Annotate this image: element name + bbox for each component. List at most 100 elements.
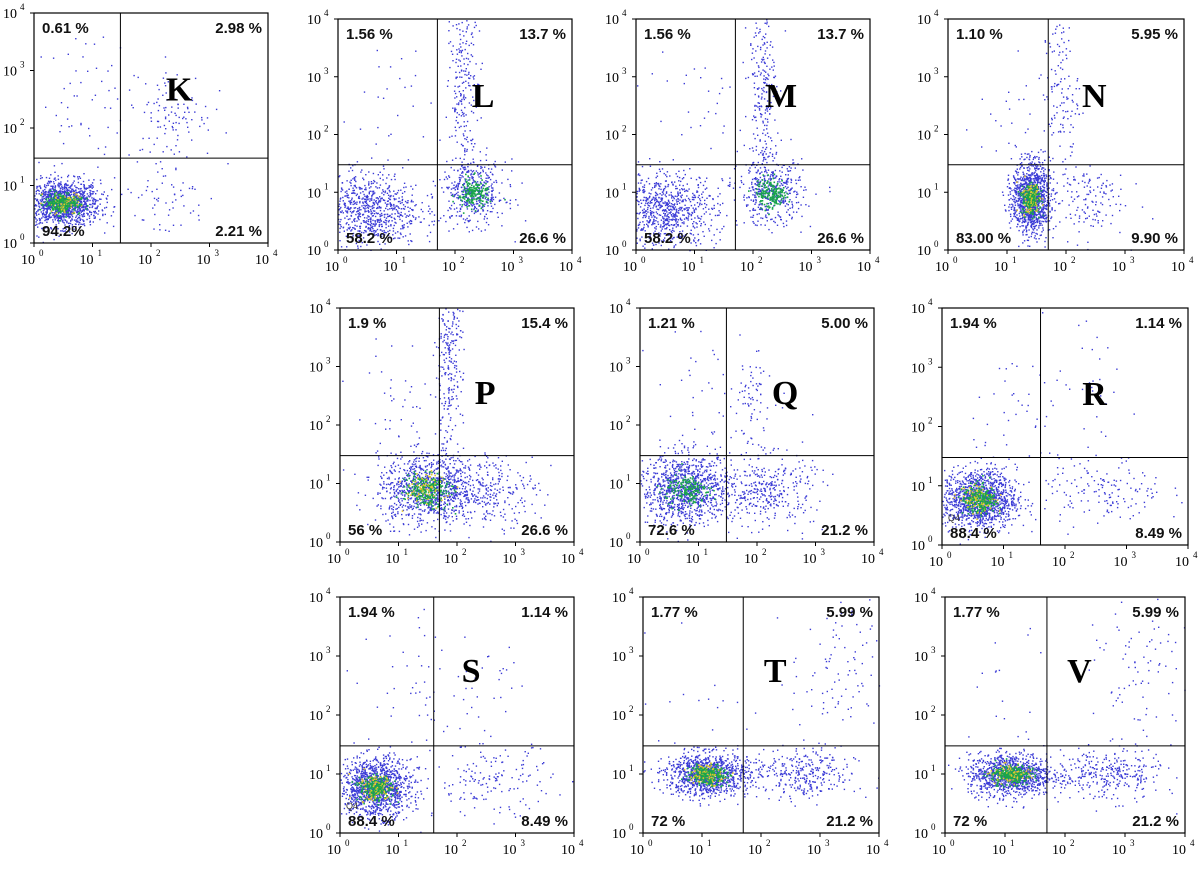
event-dot [367,198,369,200]
x-tick-label: 10 [857,260,871,275]
event-dot [186,121,188,124]
density-dot [46,200,49,203]
event-dot [787,177,790,180]
event-dot [453,187,456,189]
event-dot [429,213,431,215]
event-dot [348,208,350,211]
event-dot [795,196,797,198]
event-dot [164,109,166,111]
density-dot [780,189,783,192]
event-dot [347,206,349,208]
event-dot [344,204,346,206]
density-dot [504,198,506,201]
event-dot [76,95,78,97]
event-dot [667,199,670,201]
event-dot [367,223,369,225]
event-dot [45,202,48,204]
density-dot [86,204,89,207]
event-dot [76,221,78,223]
event-dot [763,182,765,184]
density-dot [472,195,474,198]
x-tick-exponent: 0 [39,248,44,258]
density-dot [766,205,768,208]
event-dot [660,188,662,191]
event-dot [753,189,755,191]
event-dot [95,193,97,195]
density-dot [773,200,775,203]
density-dot [49,204,52,207]
event-dot [42,229,44,231]
event-dot [761,150,763,152]
density-dot [45,198,48,200]
event-dot [658,232,660,234]
event-dot [772,172,774,174]
density-dot [58,203,60,205]
event-dot [83,203,86,206]
event-dot [754,196,756,199]
event-dot [766,216,768,219]
event-dot [59,217,61,219]
event-dot [164,56,167,58]
event-dot [753,116,756,119]
event-dot [359,215,362,218]
event-dot [428,205,430,207]
event-dot [147,101,150,104]
event-dot [768,178,770,180]
event-dot [188,111,190,113]
event-dot [699,204,701,206]
density-dot [71,212,74,215]
event-dot [664,228,666,230]
event-dot [361,241,363,244]
event-dot [75,38,77,40]
event-dot [754,188,757,190]
event-dot [690,242,692,244]
event-dot [674,206,677,208]
event-dot [367,220,370,223]
event-dot [772,192,775,194]
event-dot [377,174,379,176]
event-dot [697,184,699,186]
event-dot [377,221,379,223]
event-dot [688,207,690,209]
density-dot [458,196,461,199]
event-dot [365,174,367,176]
event-dot [771,171,773,173]
event-dot [459,43,461,45]
event-dot [357,217,359,220]
x-tick-label: 10 [682,260,696,275]
event-dot [462,133,465,135]
event-dot [1016,214,1018,216]
event-dot [167,81,169,83]
event-dot [367,219,370,221]
event-dot [165,202,167,204]
event-dot [399,77,401,80]
event-dot [407,226,409,228]
event-dot [480,177,482,180]
event-dot [168,230,170,232]
event-dot [666,223,668,226]
event-dot [38,223,40,225]
event-dot [156,101,158,104]
event-dot [89,189,91,192]
event-dot [445,220,447,223]
event-dot [494,160,496,163]
event-dot [524,220,527,222]
density-dot [57,194,60,196]
event-dot [699,243,702,245]
event-dot [660,183,662,185]
event-dot [752,207,755,210]
event-dot [649,202,651,204]
event-dot [768,155,770,157]
density-dot [61,197,64,199]
event-dot [87,200,89,202]
density-dot [462,212,465,214]
event-dot [778,200,780,202]
event-dot [645,202,647,204]
event-dot [649,235,651,237]
event-dot [351,229,353,231]
density-dot [81,196,83,199]
event-dot [38,236,40,238]
event-dot [772,59,774,61]
event-dot [770,179,772,181]
event-dot [396,192,399,194]
